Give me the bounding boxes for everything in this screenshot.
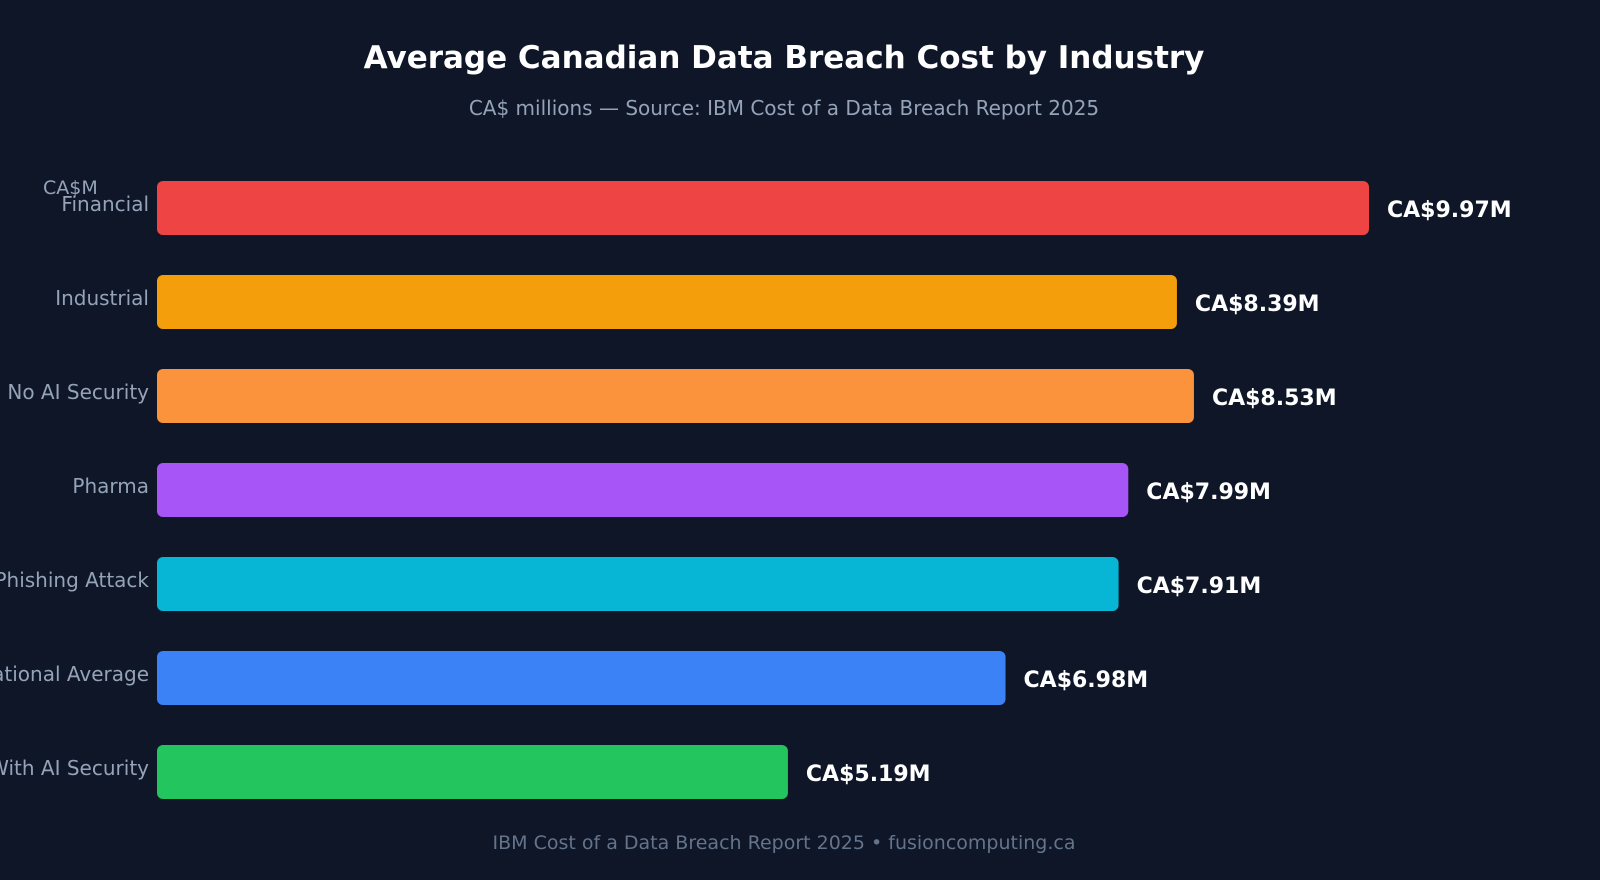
category-label: Financial (61, 192, 149, 216)
bar-no-ai-security (157, 369, 1194, 423)
value-label: CA$5.19M (806, 762, 931, 787)
value-label: CA$7.99M (1146, 480, 1271, 505)
bar-phishing-attack (157, 557, 1119, 611)
bar-with-ai-security (157, 745, 788, 799)
category-label: Phishing Attack (0, 568, 149, 592)
value-label: CA$9.97M (1387, 198, 1512, 223)
axis-unit-label: CA$M (43, 177, 98, 199)
category-label: No AI Security (7, 380, 149, 404)
bar-national-average (157, 651, 1006, 705)
bar-financial (157, 181, 1369, 235)
category-label: Industrial (55, 286, 149, 310)
value-label: CA$6.98M (1024, 668, 1149, 693)
chart-title: Average Canadian Data Breach Cost by Ind… (363, 40, 1205, 76)
chart-footer: IBM Cost of a Data Breach Report 2025 • … (492, 832, 1076, 854)
bar-industrial (157, 275, 1177, 329)
category-label: Pharma (72, 474, 149, 498)
category-label: With AI Security (0, 756, 149, 780)
chart-subtitle: CA$ millions — Source: IBM Cost of a Dat… (468, 96, 1100, 120)
value-label: CA$8.53M (1212, 386, 1337, 411)
value-label: CA$7.91M (1137, 574, 1262, 599)
category-label: National Average (0, 662, 149, 686)
value-label: CA$8.39M (1195, 292, 1320, 317)
bar-pharma (157, 463, 1129, 517)
